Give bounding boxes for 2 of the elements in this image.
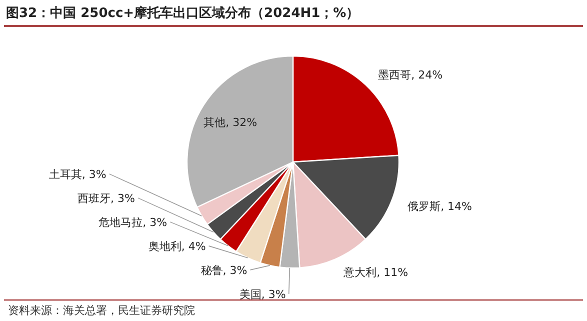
annotation: 资料来源：海关总署，民生证券研究院 [8, 304, 195, 317]
title: 图32：中国 250cc+摩托车出口区域分布（2024H1；%） [6, 6, 360, 21]
